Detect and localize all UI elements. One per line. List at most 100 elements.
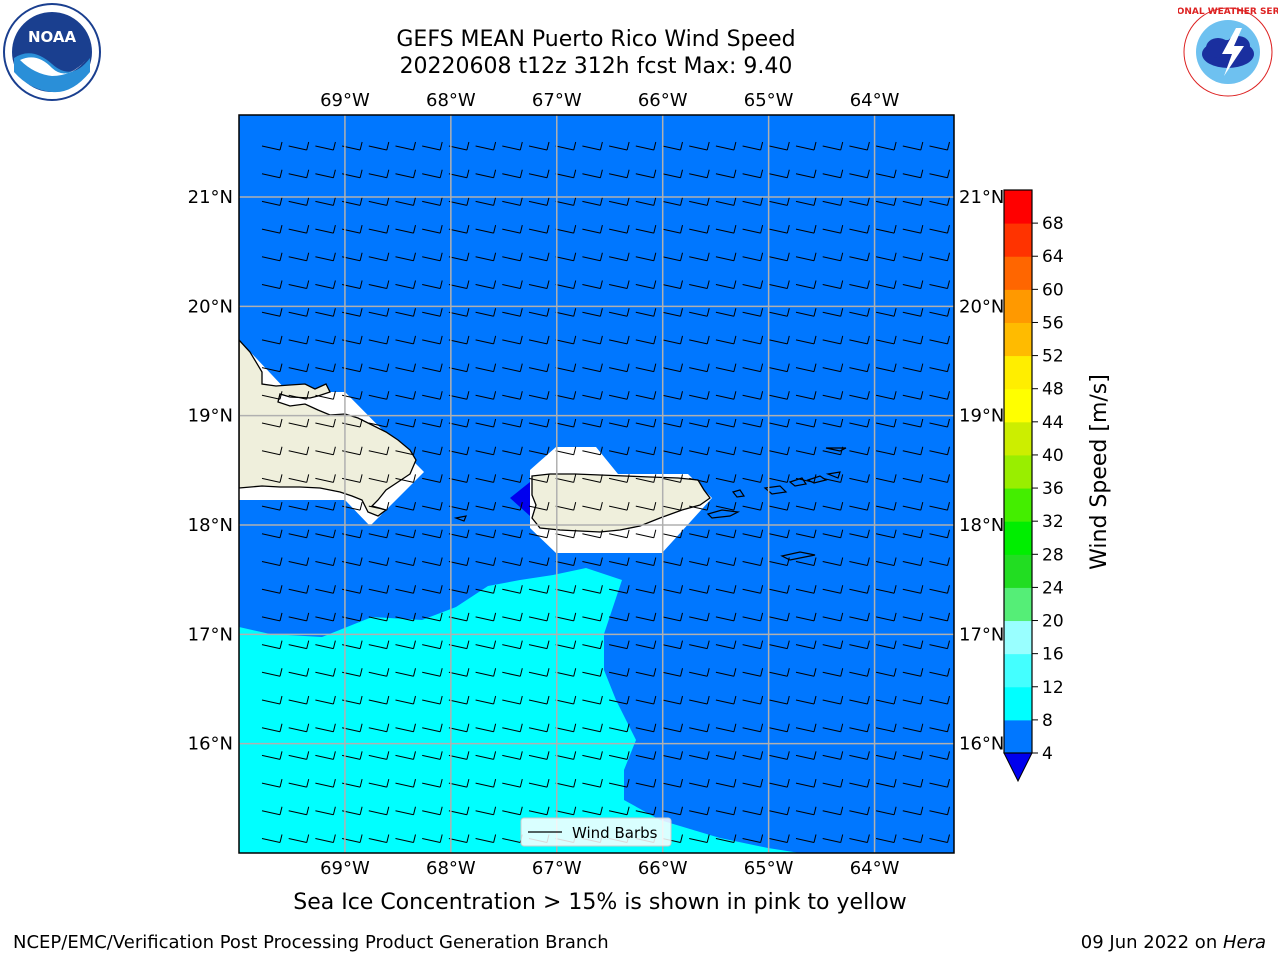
wind-barb-443	[288, 612, 310, 622]
wind-barb-488	[795, 640, 817, 650]
wind-barb-427	[555, 585, 577, 594]
wind-barb-423	[448, 585, 470, 594]
lat-tick-right-3: 19°N	[959, 406, 1004, 427]
wind-barb-439	[875, 585, 897, 594]
wind-barb-38	[582, 169, 603, 179]
wind-barb-180	[902, 308, 924, 317]
wind-barb-51	[929, 169, 950, 179]
wind-barb-462	[795, 612, 817, 622]
wind-barb-242	[475, 391, 497, 400]
wind-barb-307	[822, 446, 844, 456]
wind-barb-144	[635, 280, 657, 289]
wind-barb-355	[715, 501, 737, 511]
wind-barb-385	[822, 529, 844, 539]
wind-barb-66	[635, 197, 657, 206]
wind-barb-338	[261, 501, 283, 511]
lat-tick-left-1: 17°N	[188, 624, 233, 645]
lon-tick-labels-top: 69°W 68°W 67°W 66°W 65°W 64°W	[320, 90, 900, 111]
wind-barb-118	[635, 252, 657, 262]
wind-barb-28	[315, 169, 336, 179]
wind-barb-229	[822, 363, 844, 373]
wind-barb-284	[902, 418, 924, 428]
wind-fill-below-4	[510, 482, 530, 516]
wind-barb-10	[528, 141, 550, 151]
wind-barb-495	[288, 668, 310, 677]
colorbar-segment-4	[1004, 587, 1032, 622]
wind-barb-149	[769, 280, 790, 289]
wind-barb-643	[769, 806, 790, 816]
wind-barb-376	[582, 529, 603, 539]
wind-barb-608	[528, 778, 550, 788]
wind-barb-215	[448, 363, 470, 373]
wind-barb-128	[902, 252, 924, 262]
lon-tick-top-2: 67°W	[532, 90, 582, 111]
wind-barb-593	[822, 751, 844, 760]
wind-barb-50	[902, 169, 924, 179]
wind-barb-581	[502, 751, 523, 760]
wind-barb-413	[875, 557, 897, 566]
wind-barb-614	[689, 778, 710, 788]
wind-barb-265	[395, 418, 416, 428]
wind-barb-499	[395, 668, 416, 677]
lon-tick-bottom-3: 66°W	[638, 858, 688, 879]
wind-barb-464	[849, 612, 870, 622]
wind-barb-320	[475, 474, 497, 483]
wind-barb-666	[689, 834, 710, 843]
wind-barb-171	[662, 308, 683, 317]
wind-barb-612	[635, 778, 657, 788]
wind-barb-674	[902, 834, 924, 843]
wind-barb-13	[608, 141, 630, 151]
wind-barb-274	[635, 418, 657, 428]
wind-barb-169	[608, 308, 630, 317]
wind-barb-526	[422, 695, 443, 705]
wind-barb-301	[662, 446, 683, 456]
colorbar-segment-14	[1004, 256, 1032, 290]
wind-barb-323	[555, 474, 577, 483]
wind-barb-349	[555, 501, 577, 511]
wind-barb-569	[875, 723, 897, 733]
colorbar-tick-label-1: 8	[1042, 711, 1053, 731]
wind-barb-282	[849, 418, 870, 428]
wind-barb-134	[368, 280, 390, 289]
wind-barb-374	[528, 529, 550, 539]
wind-barb-266	[422, 418, 443, 428]
lat-tick-right-5: 21°N	[959, 187, 1004, 208]
wind-barb-147	[715, 280, 737, 289]
wind-barb-135	[395, 280, 416, 289]
wind-barb-122	[742, 252, 764, 262]
wind-barb-223	[662, 363, 683, 373]
wind-barb-619	[822, 778, 844, 788]
wind-barb-576	[368, 751, 390, 760]
wind-barb-43	[715, 169, 737, 179]
wind-barb-65	[608, 197, 630, 206]
wind-barb-34	[475, 169, 497, 179]
wind-barb-76	[902, 197, 924, 206]
wind-barb-89	[555, 224, 577, 234]
wind-barb-324	[582, 474, 603, 483]
wind-barb-455	[608, 612, 630, 622]
wind-barb-428	[582, 585, 603, 594]
wind-barb-514	[795, 668, 817, 677]
wind-barb-379	[662, 529, 683, 539]
wind-barb-477	[502, 640, 523, 650]
wind-barb-424	[475, 585, 497, 594]
wind-barb-165	[502, 308, 523, 317]
colorbar-segment-0	[1004, 719, 1032, 754]
colorbar-tick-label-0: 4	[1042, 744, 1053, 764]
wind-barb-583	[555, 751, 577, 760]
wind-barb-596	[902, 751, 924, 760]
wind-barb-292	[422, 446, 443, 456]
wind-barb-109	[395, 252, 416, 262]
wind-barb-305	[769, 446, 790, 456]
wind-barb-258	[902, 391, 924, 400]
wind-barb-33	[448, 169, 470, 179]
lat-tick-left-0: 16°N	[188, 734, 233, 755]
lat-tick-left-5: 21°N	[188, 187, 233, 208]
wind-barb-628	[368, 806, 390, 816]
wind-barb-218	[528, 363, 550, 373]
wind-barb-184	[315, 335, 336, 345]
wind-barb-162	[422, 308, 443, 317]
wind-barb-358	[795, 501, 817, 511]
wind-barb-117	[608, 252, 630, 262]
wind-barb-343	[395, 501, 416, 511]
